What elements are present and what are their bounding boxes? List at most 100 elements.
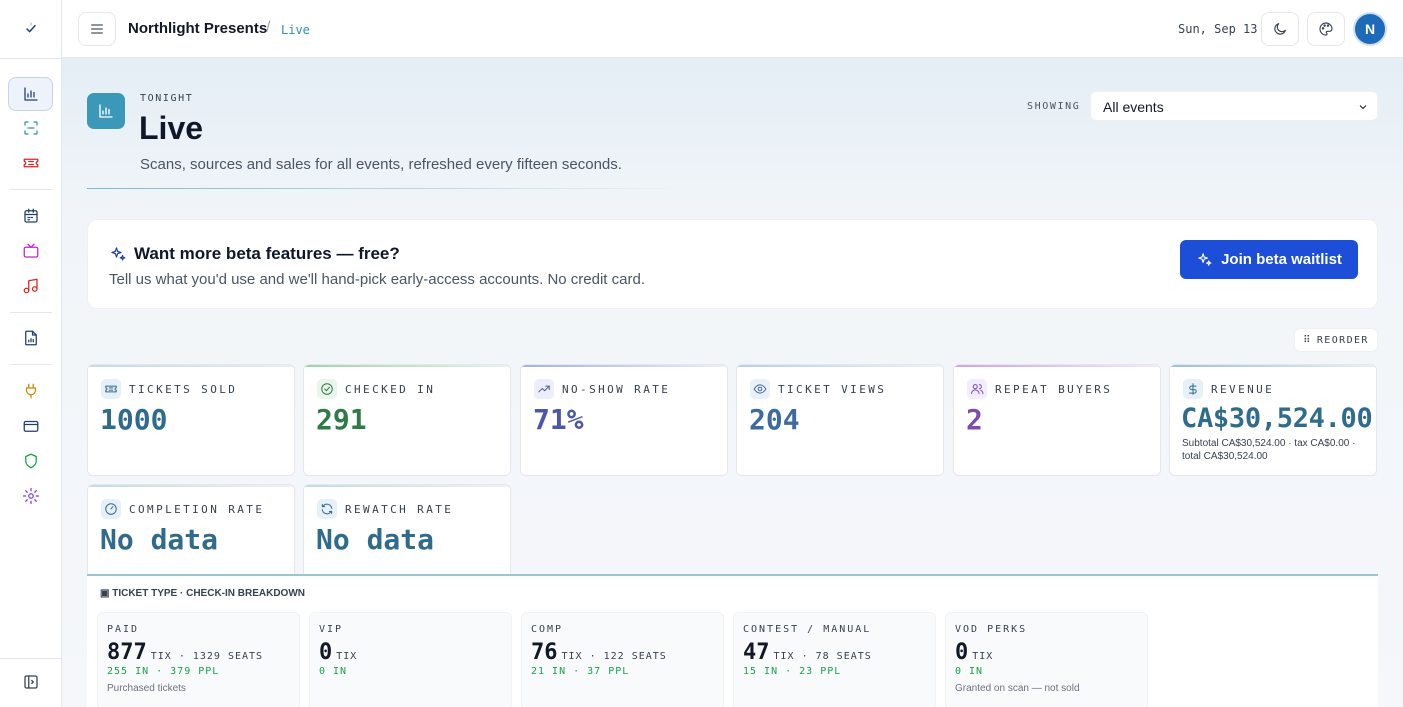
card-accent (304, 365, 510, 367)
sidebar-item-billing[interactable] (8, 409, 53, 443)
reorder-button[interactable]: ⠿ REORDER (1294, 328, 1378, 352)
report-icon (24, 330, 37, 346)
ticket-type-meta: TIX (972, 651, 994, 662)
stat-card-no-show-rate[interactable]: NO-SHOW RATE 71% (520, 364, 728, 476)
revenue-breakdown: Subtotal CA$30,524.00 · tax CA$0.00 · to… (1182, 438, 1356, 462)
ticket-type-count: 0 TIX (955, 640, 994, 665)
ticket-type-name: PAID (107, 624, 140, 635)
calendar-icon (23, 208, 38, 223)
avatar[interactable]: N (1353, 12, 1387, 46)
org-name[interactable]: Northlight Presents (128, 20, 268, 37)
stat-card-ticket-views[interactable]: TICKET VIEWS 204 (736, 364, 944, 476)
ticket-type-card[interactable]: COMP 76 TIX · 122 SEATS 21 IN · 37 PPL (521, 612, 724, 707)
stat-value: No data (316, 523, 435, 556)
ticket-type-card[interactable]: VOD PERKS 0 TIX 0 IN Granted on scan — no… (945, 612, 1148, 707)
ticket-type-meta: TIX · 1329 SEATS (150, 651, 264, 662)
ticket-type-checkins: 0 IN (319, 666, 348, 677)
card-accent (304, 485, 510, 487)
ticket-type-count: 76 TIX · 122 SEATS (531, 640, 667, 665)
music-icon (23, 278, 38, 294)
stat-label: CHECKED IN (345, 383, 436, 396)
ticket-type-name: CONTEST / MANUAL (743, 624, 872, 635)
breadcrumb-separator: / (266, 19, 271, 36)
eyebrow: TONIGHT (140, 93, 194, 104)
stat-card-checked-in[interactable]: CHECKED IN 291 (303, 364, 511, 476)
beta-text: Tell us what you'd use and we'll hand-pi… (109, 271, 645, 288)
trend-icon (534, 379, 554, 399)
moon-icon (1274, 23, 1286, 35)
stat-label: REVENUE (1211, 383, 1275, 396)
stat-value: 2 (966, 403, 983, 436)
join-beta-label: Join beta waitlist (1221, 251, 1342, 268)
sidebar-item-reports[interactable] (8, 321, 53, 355)
stat-value: CA$30,524.00 (1181, 403, 1373, 434)
sidebar-item-tv[interactable] (8, 234, 53, 268)
breadcrumb-current: Live (281, 23, 310, 37)
hamburger-icon (91, 24, 103, 34)
shield-icon (24, 453, 37, 469)
ticket-type-card[interactable]: CONTEST / MANUAL 47 TIX · 78 SEATS 15 IN … (733, 612, 936, 707)
join-beta-button[interactable]: Join beta waitlist (1180, 240, 1358, 279)
credit-card-icon (23, 420, 38, 432)
stat-label: TICKETS SOLD (129, 383, 238, 396)
main-content: TONIGHT Live Scans, sources and sales fo… (62, 58, 1403, 707)
ticket-type-card[interactable]: VIP 0 TIX 0 IN (309, 612, 512, 707)
live-chart-icon (87, 93, 125, 129)
sidebar-item-settings[interactable] (8, 479, 53, 513)
sidebar-item-live[interactable] (8, 77, 53, 111)
ticket-type-count: 877 TIX · 1329 SEATS (107, 640, 264, 665)
sidebar-collapse-button[interactable] (8, 665, 53, 699)
stat-label: COMPLETION RATE (129, 503, 265, 516)
sidebar-item-tickets[interactable] (8, 146, 53, 180)
topbar: Northlight Presents / Live Sun, Sep 13 N (62, 0, 1403, 58)
event-select[interactable]: All events (1090, 91, 1378, 121)
sidebar-divider (10, 364, 52, 365)
card-accent (88, 365, 294, 367)
stat-value: 1000 (100, 403, 168, 436)
palette-icon (1319, 22, 1333, 36)
card-accent (954, 365, 1160, 367)
sidebar-divider (0, 658, 62, 659)
sidebar-item-calendar[interactable] (8, 199, 53, 233)
ticket-type-desc: Purchased tickets (107, 683, 186, 694)
card-accent (88, 485, 294, 487)
stat-label: REPEAT BUYERS (995, 383, 1113, 396)
sidebar-item-security[interactable] (8, 444, 53, 478)
breakdown-title: ▣ TICKET TYPE · CHECK-IN BREAKDOWN (100, 588, 305, 599)
logo-icon[interactable] (19, 18, 43, 40)
sidebar-item-integrations[interactable] (8, 374, 53, 408)
event-select-value: All events (1103, 99, 1164, 115)
stat-card-repeat-buyers[interactable]: REPEAT BUYERS 2 (953, 364, 1161, 476)
ticket-type-name: VOD PERKS (955, 624, 1028, 635)
menu-button[interactable] (78, 12, 116, 46)
ticket-icon (23, 158, 38, 168)
scan-icon (23, 121, 38, 135)
stat-card-revenue[interactable]: REVENUE CA$30,524.00 Subtotal CA$30,524.… (1169, 364, 1377, 476)
theme-toggle-button[interactable] (1261, 12, 1299, 46)
plug-icon (25, 383, 36, 399)
stat-card-tickets-sold[interactable]: TICKETS SOLD 1000 (87, 364, 295, 476)
beta-title: Want more beta features — free? (134, 244, 400, 263)
palette-button[interactable] (1307, 12, 1345, 46)
sidebar-divider (10, 189, 52, 190)
dollar-icon (1183, 379, 1203, 399)
ticket-type-count: 0 TIX (319, 640, 358, 665)
card-accent (737, 365, 943, 367)
stat-label: REWATCH RATE (345, 503, 454, 516)
chevron-down-icon (1359, 105, 1367, 110)
date-display: Sun, Sep 13 (1178, 22, 1258, 36)
card-accent (521, 365, 727, 367)
reorder-label: REORDER (1316, 334, 1369, 346)
ticket-type-checkins: 0 IN (955, 666, 984, 677)
sidebar-item-scan[interactable] (8, 111, 53, 145)
ticket-type-meta: TIX · 78 SEATS (773, 651, 872, 662)
stat-value: 204 (749, 403, 800, 436)
ticket-type-card[interactable]: PAID 877 TIX · 1329 SEATS 255 IN · 379 PP… (97, 612, 300, 707)
gear-icon (22, 487, 39, 505)
sidebar-item-music[interactable] (8, 269, 53, 303)
card-accent (1170, 365, 1376, 367)
ticket-type-checkins: 15 IN · 23 PPL (743, 666, 842, 677)
stat-value: No data (100, 523, 219, 556)
beta-banner: Want more beta features — free? Tell us … (87, 219, 1378, 309)
ticket-type-count: 47 TIX · 78 SEATS (743, 640, 872, 665)
